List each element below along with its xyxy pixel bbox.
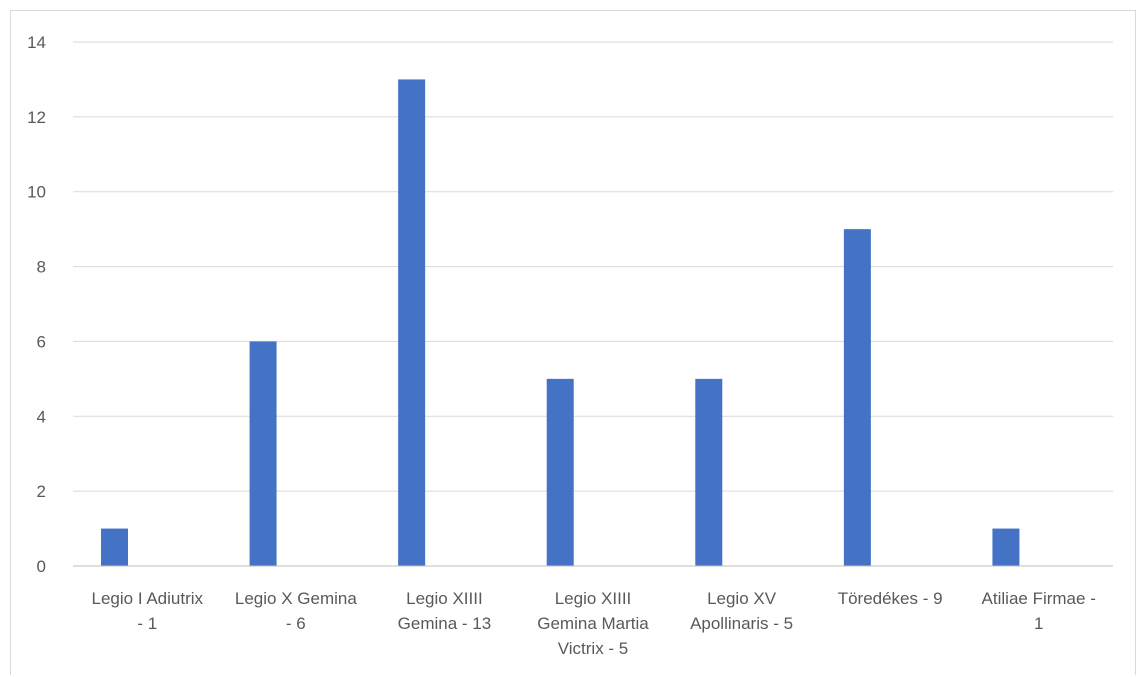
bar — [249, 341, 277, 566]
x-category-label-line: - 6 — [286, 614, 306, 633]
x-category-label-line: Gemina Martia — [537, 614, 649, 633]
y-tick-label: 6 — [37, 332, 46, 351]
x-category-label: Töredékes - 9 — [838, 589, 943, 608]
bar — [695, 378, 723, 566]
bar — [843, 229, 871, 566]
x-category-label: Atiliae Firmae - 1 — [982, 589, 1096, 633]
x-category-label-line: Victrix - 5 — [558, 639, 629, 658]
bar — [992, 528, 1020, 566]
x-category-label-line: Legio XIIII — [555, 589, 632, 608]
bar — [101, 528, 128, 566]
x-category-label: Legio X Gemina - 6 — [235, 589, 357, 633]
bar — [546, 378, 574, 566]
y-tick-label: 10 — [27, 183, 46, 202]
x-category-label-line: Legio I Adiutrix — [92, 589, 204, 608]
x-category-label-line: - 1 — [137, 614, 157, 633]
y-tick-label: 14 — [27, 33, 46, 52]
gridlines — [73, 41, 1113, 492]
y-tick-label: 8 — [37, 258, 46, 277]
x-category-label-line: Legio X Gemina — [235, 589, 357, 608]
bars — [101, 79, 1020, 566]
x-category-label: Legio I Adiutrix - 1 — [92, 589, 204, 633]
x-category-label-line: Legio XV — [707, 589, 777, 608]
y-tick-label: 4 — [37, 407, 46, 426]
y-tick-label: 12 — [27, 108, 46, 127]
x-category-label: Legio XV Apollinaris - 5 — [690, 589, 793, 633]
y-axis-tick-labels: 0 2 4 6 8 10 12 14 — [27, 33, 46, 576]
x-category-label-line: Apollinaris - 5 — [690, 614, 793, 633]
x-category-label: Legio XIIII Gemina - 13 — [398, 589, 492, 633]
x-category-label-line: Gemina - 13 — [398, 614, 492, 633]
x-category-label-line: Atiliae Firmae - — [982, 589, 1096, 608]
bar — [398, 79, 426, 566]
x-category-label: Legio XIIII Gemina Martia Victrix - 5 — [537, 589, 649, 658]
x-category-label-line: 1 — [1034, 614, 1043, 633]
y-tick-label: 2 — [37, 482, 46, 501]
y-tick-label: 0 — [37, 557, 46, 576]
x-category-label-line: Legio XIIII — [406, 589, 483, 608]
x-category-label-line: Töredékes - 9 — [838, 589, 943, 608]
